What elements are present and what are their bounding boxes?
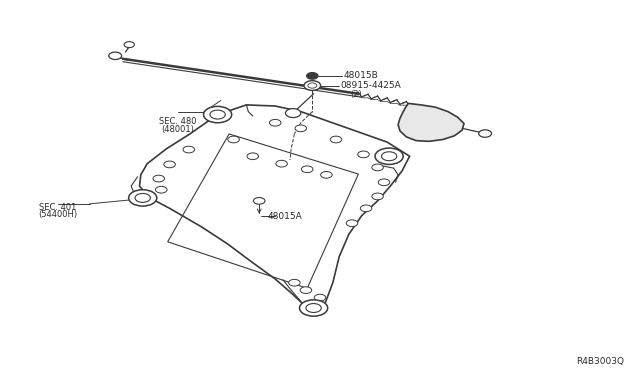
- Text: 08915-4425A: 08915-4425A: [340, 81, 401, 90]
- Text: 48015A: 48015A: [268, 212, 302, 221]
- Circle shape: [156, 186, 167, 193]
- Circle shape: [306, 304, 321, 312]
- Circle shape: [372, 193, 383, 200]
- Circle shape: [210, 110, 225, 119]
- Circle shape: [276, 160, 287, 167]
- Circle shape: [253, 198, 265, 204]
- Circle shape: [289, 279, 300, 286]
- Circle shape: [204, 106, 232, 123]
- Circle shape: [479, 130, 492, 137]
- Text: (2): (2): [351, 90, 362, 99]
- Circle shape: [300, 300, 328, 316]
- Circle shape: [285, 109, 301, 118]
- Text: (48001): (48001): [161, 125, 195, 134]
- Text: 48015B: 48015B: [344, 71, 378, 80]
- Circle shape: [308, 83, 317, 88]
- Circle shape: [109, 52, 122, 60]
- Circle shape: [301, 166, 313, 173]
- Circle shape: [330, 136, 342, 143]
- Circle shape: [228, 136, 239, 143]
- Circle shape: [378, 179, 390, 186]
- Circle shape: [153, 175, 164, 182]
- Circle shape: [360, 205, 372, 212]
- Circle shape: [375, 148, 403, 164]
- Circle shape: [321, 171, 332, 178]
- Circle shape: [314, 294, 326, 301]
- Circle shape: [346, 220, 358, 227]
- Circle shape: [381, 152, 397, 161]
- Text: SEC. 480: SEC. 480: [159, 117, 196, 126]
- Circle shape: [129, 190, 157, 206]
- Text: SEC. 401: SEC. 401: [39, 203, 76, 212]
- Circle shape: [304, 81, 321, 90]
- Text: (54400H): (54400H): [38, 210, 77, 219]
- Circle shape: [124, 42, 134, 48]
- Circle shape: [307, 73, 318, 79]
- Polygon shape: [398, 103, 464, 141]
- Circle shape: [269, 119, 281, 126]
- Circle shape: [183, 146, 195, 153]
- Circle shape: [164, 161, 175, 168]
- Circle shape: [135, 193, 150, 202]
- Circle shape: [247, 153, 259, 160]
- Circle shape: [300, 287, 312, 294]
- Circle shape: [372, 164, 383, 171]
- Circle shape: [295, 125, 307, 132]
- Text: R4B3003Q: R4B3003Q: [576, 357, 624, 366]
- Polygon shape: [140, 105, 410, 308]
- Circle shape: [358, 151, 369, 158]
